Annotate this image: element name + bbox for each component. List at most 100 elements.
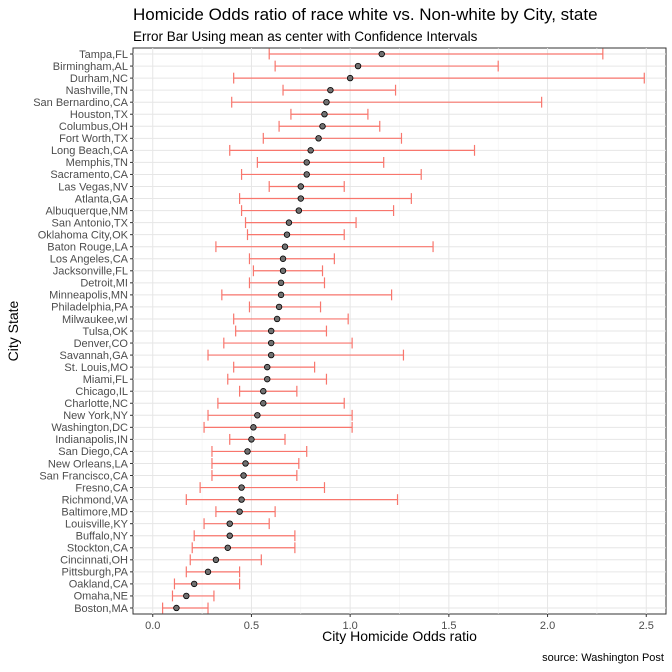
mean-point [264,375,271,383]
mean-point [285,219,293,226]
errorbar [227,373,328,385]
y-axis: Tampa,FLBirmingham,ALDurham,NCNashville,… [33,49,133,615]
errorbar [246,229,345,241]
y-tick-label: Miami,FL [83,374,128,386]
y-tick-label: Cincinnati,OH [60,555,128,567]
errorbar [229,144,476,156]
y-tick-label: Indianapolis,IN [55,434,128,446]
errorbar [233,313,349,325]
x-tick-label: 2.0 [540,620,555,632]
mean-point [273,315,281,323]
errorbar [223,337,353,349]
mean-point [315,135,322,142]
y-tick-label: Birmingham,AL [53,61,128,73]
mean-point [240,472,247,479]
y-tick-label: Milwaukee,wI [62,314,128,326]
mean-point [303,171,310,178]
x-tick-label: 2.5 [639,620,654,632]
y-tick-label: Los Angeles,CA [50,254,129,266]
mean-point [260,388,267,395]
mean-point [226,532,233,539]
errorbar [217,397,345,409]
y-tick-label: Washington,DC [51,422,128,434]
mean-point [264,363,271,371]
y-tick-label: Louisville,KY [65,518,129,530]
x-tick-label: 1.0 [342,620,357,632]
mean-point [267,351,275,359]
mean-point [297,195,304,202]
errorbar [199,482,326,493]
errorbar [215,241,434,253]
errorbar-layer [162,48,645,614]
errorbar [248,277,326,289]
errorbar [278,120,381,132]
y-tick-label: Omaha,NE [74,591,128,603]
errorbar [171,590,215,602]
errorbar [221,289,393,301]
mean-point [254,412,261,419]
errorbar [268,181,345,192]
mean-point [277,279,285,287]
y-tick-label: Oakland,CA [69,579,129,591]
mean-point [277,291,285,299]
chart-title: Homicide Odds ratio of race white vs. No… [133,5,598,24]
y-tick-label: Tulsa,OK [83,326,129,338]
mean-point [242,460,249,467]
errorbar [248,301,322,313]
errorbar [239,193,412,204]
mean-point [378,50,385,58]
errorbar [207,349,405,361]
errorbar [290,108,369,120]
y-tick-label: Philadelphia,PA [51,302,129,314]
errorbar [203,518,270,530]
mean-point [183,592,190,600]
x-tick-label: 0.5 [244,620,259,632]
y-tick-label: Tampa,FL [79,49,128,61]
mean-point [354,62,362,70]
errorbar [231,96,543,108]
errorbar [252,265,324,277]
errorbar [185,566,241,578]
mean-point [319,123,326,130]
y-tick-label: Richmond,VA [62,494,129,506]
y-tick-label: Baltimore,MD [61,506,128,518]
y-tick-label: Chicago,IL [75,386,128,398]
y-tick-label: Pittsburgh,PA [62,567,129,579]
y-tick-label: Detroit,MI [80,278,128,290]
errorbar [203,421,353,433]
errorbar [268,48,604,60]
errorbar [215,506,276,518]
errorbar [233,361,316,373]
errorbar [229,433,286,445]
y-tick-label: Durham,NC [70,73,128,85]
y-tick-label: New Orleans,LA [48,458,129,470]
y-tick-label: Buffalo,NY [76,531,129,543]
mean-point [236,508,243,515]
chart-caption: source: Washington Post [542,652,664,664]
mean-point [248,436,255,443]
mean-point [190,580,198,588]
mean-point [303,159,310,166]
mean-point [244,448,251,455]
y-tick-label: Las Vegas,NV [58,181,128,193]
errorbar [248,253,335,265]
errorbar [240,205,395,216]
errorbar [211,458,300,469]
errorbar [262,132,403,144]
errorbar [189,554,262,566]
mean-point [224,544,231,551]
y-tick-label: Oklahoma City,OK [38,229,129,241]
mean-point [238,496,245,503]
y-tick-label: Sacramento,CA [50,169,128,181]
errorbar [173,578,241,590]
y-axis-label: City State [5,300,21,361]
x-tick-label: 1.5 [441,620,456,632]
mean-point [283,231,291,238]
mean-point [346,74,354,82]
mean-point [260,400,267,407]
y-tick-label: San Antonio,TX [52,217,129,229]
errorbar [233,72,645,84]
y-tick-label: Charlotte,NC [64,398,128,410]
mean-point [323,98,330,106]
